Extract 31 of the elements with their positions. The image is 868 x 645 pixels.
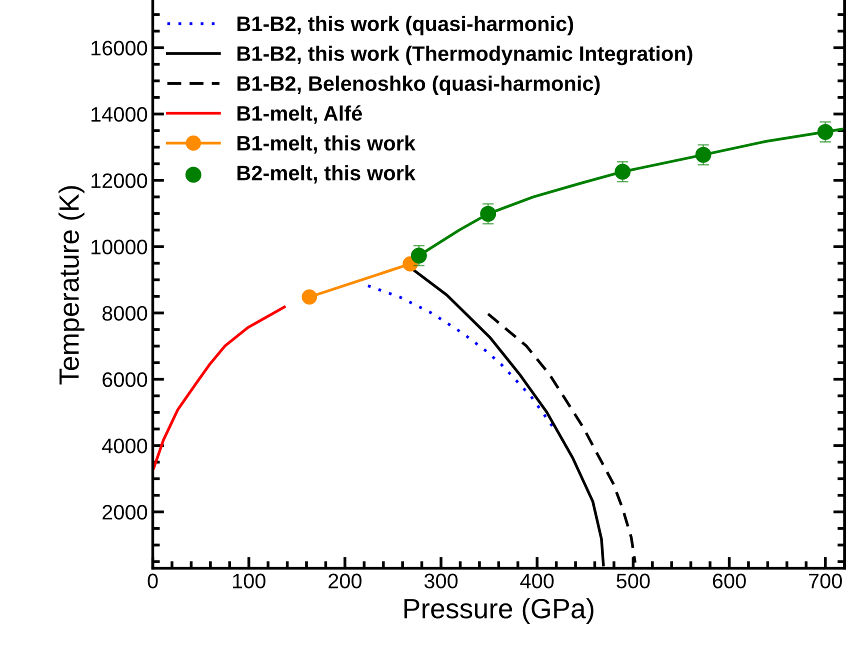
y-tick-label: 16000 [92, 40, 148, 56]
y-tick-label: 10000 [92, 240, 148, 254]
point [302, 289, 318, 305]
x-axis-title: Pressure (GPa) [404, 598, 594, 624]
point [614, 164, 631, 180]
x-tick-label: 0 [148, 574, 158, 588]
point [817, 124, 834, 140]
x-tick-label: 500 [616, 574, 650, 588]
y-tick-label: 14000 [92, 107, 148, 122]
x-tick-label: 300 [424, 574, 458, 588]
x-tick-label: 400 [520, 574, 554, 588]
y-tick-label: 12000 [92, 173, 148, 188]
legend-label: B1-B2, this work (Thermodynamic Integration) [237, 46, 692, 66]
y-tick-label: 6000 [102, 372, 148, 388]
y-tick-label: 8000 [102, 306, 148, 321]
x-tick-label: 600 [712, 574, 746, 588]
legend-label: B1-melt, Alfé [237, 105, 362, 124]
y-axis-title: Temperature (K) [58, 186, 84, 384]
legend-label: B1-melt, this work [237, 135, 416, 154]
y-tick-label: 2000 [102, 504, 148, 520]
x-tick-label: 200 [328, 574, 362, 588]
y-tick-label: 4000 [102, 438, 148, 454]
point [410, 248, 427, 264]
x-tick-label: 700 [809, 574, 842, 588]
legend-label: B1-B2, this work (quasi-harmonic) [237, 16, 574, 36]
x-tick-label: 100 [233, 574, 266, 588]
line-series [152, 306, 286, 470]
line-series [486, 312, 636, 564]
legend-label: B1-B2, Belenoshko (quasi-harmonic) [237, 76, 600, 96]
point [695, 146, 712, 163]
legend-label: B2-melt, this work [237, 165, 416, 184]
